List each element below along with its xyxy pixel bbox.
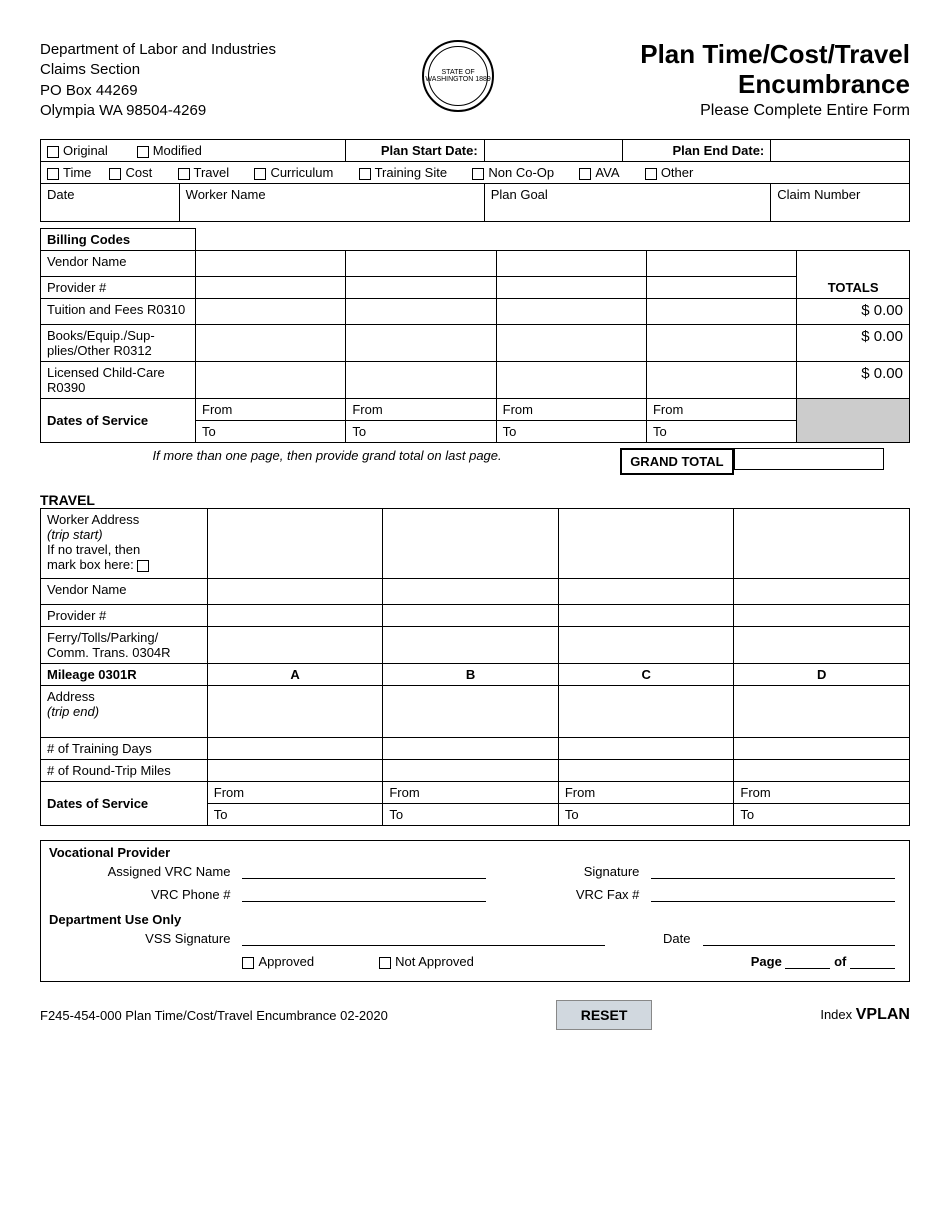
department-address: Department of Labor and Industries Claim…	[40, 40, 276, 121]
approved-checkbox[interactable]	[242, 957, 254, 969]
form-title-block: Plan Time/Cost/Travel Encumbrance Please…	[640, 40, 910, 120]
vendor-col-2[interactable]	[346, 251, 496, 277]
travel-table: Worker Address (trip start) If no travel…	[40, 508, 910, 826]
travel-checkbox[interactable]	[178, 168, 190, 180]
training-days-label: # of Training Days	[41, 738, 208, 760]
worker-address-label: Worker Address (trip start) If no travel…	[41, 509, 208, 579]
ava-checkbox[interactable]	[579, 168, 591, 180]
vrc-phone-label: VRC Phone #	[49, 883, 236, 906]
vendor-col-1[interactable]	[196, 251, 346, 277]
modified-checkbox[interactable]	[137, 146, 149, 158]
grand-total-note: If more than one page, then provide gran…	[40, 445, 614, 478]
plan-start-input[interactable]	[484, 140, 623, 162]
vrc-name-label: Assigned VRC Name	[49, 860, 236, 883]
claim-number-label: Claim Number	[771, 184, 910, 222]
travel-vendor-label: Vendor Name	[41, 579, 208, 605]
rt-miles-label: # of Round-Trip Miles	[41, 760, 208, 782]
page-of-input[interactable]	[850, 955, 895, 969]
training-site-checkbox[interactable]	[359, 168, 371, 180]
provider-label: Provider #	[41, 277, 196, 299]
state-seal-icon: STATE OF WASHINGTON 1889	[422, 40, 494, 112]
vendor-col-4[interactable]	[646, 251, 796, 277]
worker-name-label: Worker Name	[179, 184, 484, 222]
dept-use-heading: Department Use Only	[49, 912, 901, 927]
page-num-input[interactable]	[785, 955, 830, 969]
vrc-phone-input[interactable]	[242, 888, 486, 902]
vss-sig-input[interactable]	[242, 932, 605, 946]
grand-total-input[interactable]	[734, 448, 884, 470]
grand-total-label: GRAND TOTAL	[620, 448, 733, 475]
date-label: Date	[41, 184, 180, 222]
non-coop-checkbox[interactable]	[472, 168, 484, 180]
other-checkbox[interactable]	[645, 168, 657, 180]
col-b: B	[383, 664, 559, 686]
col-a: A	[207, 664, 383, 686]
plan-end-input[interactable]	[771, 140, 910, 162]
form-title: Plan Time/Cost/Travel	[640, 40, 910, 70]
travel-heading: TRAVEL	[40, 492, 910, 508]
form-subtitle: Please Complete Entire Form	[640, 102, 910, 120]
billing-codes-table: Billing Codes Vendor Name TOTALS Provide…	[40, 228, 910, 443]
form-id: F245-454-000 Plan Time/Cost/Travel Encum…	[40, 1008, 388, 1023]
ferry-label: Ferry/Tolls/Parking/ Comm. Trans. 0304R	[41, 627, 208, 664]
vrc-name-input[interactable]	[242, 865, 486, 879]
mileage-label: Mileage 0301R	[41, 664, 208, 686]
plan-goal-label: Plan Goal	[484, 184, 771, 222]
childcare-label: Licensed Child-Care R0390	[41, 362, 196, 399]
dates-of-service-label: Dates of Service	[41, 399, 196, 443]
col-d: D	[734, 664, 910, 686]
books-label: Books/Equip./Sup-plies/Other R0312	[41, 325, 196, 362]
address-trip-end-label: Address (trip end)	[41, 686, 208, 738]
totals-heading: TOTALS	[797, 251, 910, 299]
not-approved-checkbox[interactable]	[379, 957, 391, 969]
no-travel-checkbox[interactable]	[137, 560, 149, 572]
index-code: Index VPLAN	[820, 1006, 910, 1024]
original-checkbox[interactable]	[47, 146, 59, 158]
vrc-fax-label: VRC Fax #	[492, 883, 645, 906]
plan-end-label: Plan End Date:	[623, 140, 771, 162]
dept-line: PO Box 44269	[40, 81, 276, 101]
dept-date-label: Date	[611, 927, 696, 950]
signature-input[interactable]	[651, 865, 895, 879]
vrc-fax-input[interactable]	[651, 888, 895, 902]
dept-line: Olympia WA 98504-4269	[40, 101, 276, 121]
reset-button[interactable]: RESET	[556, 1000, 653, 1030]
plan-meta-table: Original Modified Plan Start Date: Plan …	[40, 139, 910, 222]
travel-dates-label: Dates of Service	[41, 782, 208, 826]
dates-total-blocked	[797, 399, 910, 443]
tuition-label: Tuition and Fees R0310	[41, 299, 196, 325]
vocational-heading: Vocational Provider	[49, 845, 901, 860]
cost-checkbox[interactable]	[109, 168, 121, 180]
vss-sig-label: VSS Signature	[49, 927, 236, 950]
vendor-name-label: Vendor Name	[41, 251, 196, 277]
dept-line: Claims Section	[40, 60, 276, 80]
col-c: C	[558, 664, 734, 686]
vendor-col-3[interactable]	[496, 251, 646, 277]
travel-provider-label: Provider #	[41, 605, 208, 627]
time-checkbox[interactable]	[47, 168, 59, 180]
childcare-total: $ 0.00	[797, 362, 910, 399]
tuition-total: $ 0.00	[797, 299, 910, 325]
billing-codes-heading: Billing Codes	[41, 229, 196, 251]
page-header: Department of Labor and Industries Claim…	[40, 40, 910, 121]
curriculum-checkbox[interactable]	[254, 168, 266, 180]
form-title: Encumbrance	[640, 70, 910, 100]
dept-line: Department of Labor and Industries	[40, 40, 276, 60]
vocational-provider-box: Vocational Provider Assigned VRC Name Si…	[40, 840, 910, 982]
plan-start-label: Plan Start Date:	[346, 140, 485, 162]
dept-date-input[interactable]	[703, 932, 896, 946]
books-total: $ 0.00	[797, 325, 910, 362]
signature-label: Signature	[492, 860, 645, 883]
page-footer: F245-454-000 Plan Time/Cost/Travel Encum…	[40, 1000, 910, 1030]
